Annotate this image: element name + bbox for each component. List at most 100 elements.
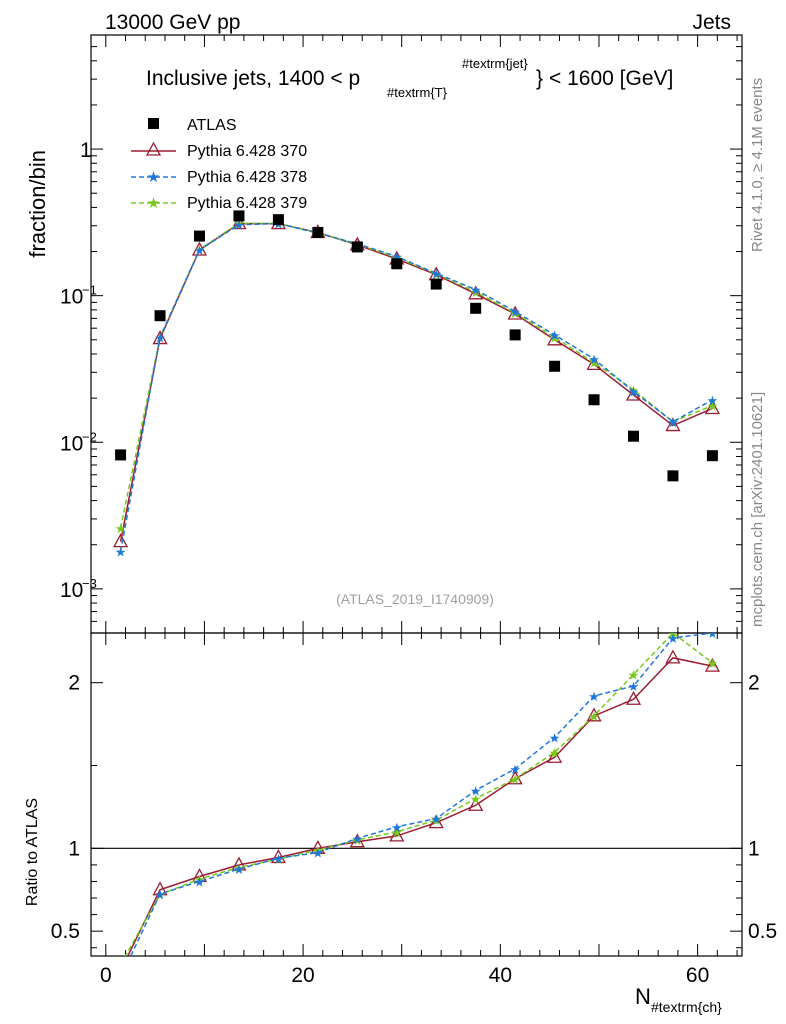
- main-y-tick-exponent: −1: [82, 283, 97, 298]
- legend-marker-atlas: [148, 118, 159, 129]
- ratio-point-p379: ★: [430, 813, 442, 828]
- analysis-annotation: (ATLAS_2019_I1740909): [336, 591, 494, 607]
- series-line-p379: [119, 222, 713, 529]
- point-p378: ★: [628, 384, 640, 399]
- main-y-tick-label: 10: [60, 432, 83, 455]
- point-p370: [704, 400, 721, 415]
- point-p379: ★: [509, 306, 521, 321]
- ratio-point-p370: [704, 657, 721, 672]
- ratio-point-p370: [468, 796, 484, 811]
- chart-title-close-brace: }: [536, 67, 543, 90]
- point-p378: ★: [391, 250, 403, 265]
- point-p378: ★: [509, 304, 521, 319]
- ratio-point-p378: ★: [154, 887, 166, 902]
- ratio-point-p378: ★: [273, 851, 285, 866]
- legend-label-atlas: ATLAS: [187, 117, 237, 134]
- ratio-point-p378: ★: [549, 730, 561, 745]
- ratio-point-p370: [114, 964, 127, 976]
- ratio-point-p379: ★: [312, 843, 324, 858]
- point-atlas: [470, 302, 482, 314]
- ratio-point-p379: ★: [351, 833, 363, 848]
- point-p379: ★: [115, 521, 127, 536]
- chart-title-prefix: Inclusive jets, 1400 < p: [146, 67, 360, 90]
- point-p378: ★: [588, 352, 600, 367]
- ratio-y-tick-label-right: 0.5: [748, 920, 777, 943]
- point-atlas: [194, 230, 205, 242]
- header-energy-label: 13000 GeV pp: [105, 11, 240, 34]
- ratio-point-p370: [270, 849, 287, 864]
- point-p378: ★: [549, 328, 561, 343]
- chart-title-subscript: #textrm{T}: [387, 85, 448, 100]
- ratio-point-p378: ★: [588, 689, 600, 704]
- legend-marker-p379: ★: [147, 195, 160, 212]
- point-p379: ★: [233, 216, 245, 231]
- point-p370: [468, 285, 484, 300]
- point-p378: ★: [115, 544, 127, 559]
- point-atlas: [430, 278, 442, 290]
- ratio-plot-frame: [90, 632, 743, 957]
- point-p378: ★: [430, 266, 442, 281]
- ratio-point-p379: ★: [667, 626, 679, 641]
- ratio-line-p370: [127, 657, 713, 956]
- point-p379: ★: [588, 356, 600, 371]
- ratio-point-p379: ★: [628, 667, 640, 682]
- point-p378: ★: [233, 218, 245, 233]
- ratio-axis-ticks: [91, 633, 742, 956]
- ratio-point-p370: [507, 770, 523, 785]
- point-atlas: [549, 360, 561, 372]
- point-p378: ★: [194, 243, 206, 258]
- ratio-point-p379: ★: [509, 772, 521, 787]
- mcplots-label: mcplots.cern.ch [arXiv:2401.10621]: [749, 392, 766, 627]
- legend-marker-p378: ★: [147, 169, 160, 186]
- ratio-point-p378: ★: [233, 862, 245, 877]
- point-p379: ★: [707, 399, 719, 414]
- point-p379: ★: [628, 383, 640, 398]
- ratio-y-tick-label: 1: [68, 837, 80, 860]
- legend-label-p379: Pythia 6.428 379: [187, 195, 307, 212]
- x-tick-label: 40: [489, 964, 512, 987]
- point-atlas: [312, 226, 324, 238]
- ratio-point-p378: ★: [430, 812, 442, 827]
- main-y-axis-label: fraction/bin: [25, 150, 50, 258]
- point-atlas: [115, 449, 127, 461]
- point-atlas: [628, 430, 639, 442]
- main-y-tick-label: 10: [60, 286, 83, 309]
- series-line-p378: [119, 222, 713, 552]
- ratio-point-p379: ★: [115, 957, 127, 972]
- point-p379: ★: [667, 415, 679, 430]
- ratio-y-tick-label: 0.5: [51, 920, 80, 943]
- main-axis-ticks: [91, 34, 742, 634]
- point-p370: [191, 241, 208, 256]
- chart-title-suffix: < 1600 [GeV]: [549, 67, 673, 90]
- ratio-point-p378: ★: [707, 626, 719, 641]
- point-atlas: [706, 450, 718, 462]
- ratio-series-layer: ★★★★★★★★★★★★★★★★★★★★★ ★★★★★★★★★★ ★: [114, 626, 721, 976]
- ratio-point-p370: [310, 839, 326, 854]
- main-series-layer: ★★★★★★★★★★★★★★★★★★★★★★★★★★★★★★★★: [112, 210, 721, 559]
- ratio-point-p379: ★: [549, 745, 561, 760]
- point-atlas: [233, 210, 245, 222]
- legend-marker-p370: [145, 141, 162, 156]
- main-panel: 10−310−210−11 fraction/bin Inclusive jet…: [25, 34, 743, 634]
- ratio-panel: 0.5 0.51 12 20 20 40 60 ★★★★★★★★★★★★★★★★★★★★★ ★…: [24, 626, 777, 1015]
- rivet-label: Rivet 4.1.0, ≥ 4.1M events: [749, 78, 766, 252]
- ratio-point-p378: ★: [628, 679, 640, 694]
- point-p370: [665, 417, 681, 432]
- x-tick-label: 60: [686, 964, 709, 987]
- main-y-tick-exponent: −2: [82, 429, 97, 444]
- point-p379: ★: [470, 285, 482, 300]
- point-atlas: [391, 258, 403, 270]
- ratio-point-p370: [389, 827, 405, 842]
- legend-label-p378: Pythia 6.428 378: [187, 169, 307, 186]
- point-p378: ★: [154, 330, 166, 345]
- point-p378: ★: [707, 393, 719, 408]
- ratio-line-p378: [129, 633, 713, 956]
- ratio-point-p379: ★: [391, 825, 403, 840]
- ratio-point-p370: [231, 856, 247, 871]
- point-p370: [586, 355, 602, 371]
- main-y-tick-label: 1: [80, 139, 92, 162]
- ratio-point-p379: ★: [707, 656, 719, 671]
- ratio-y-tick-label-right: 2: [748, 672, 760, 695]
- ratio-point-p370: [586, 707, 602, 722]
